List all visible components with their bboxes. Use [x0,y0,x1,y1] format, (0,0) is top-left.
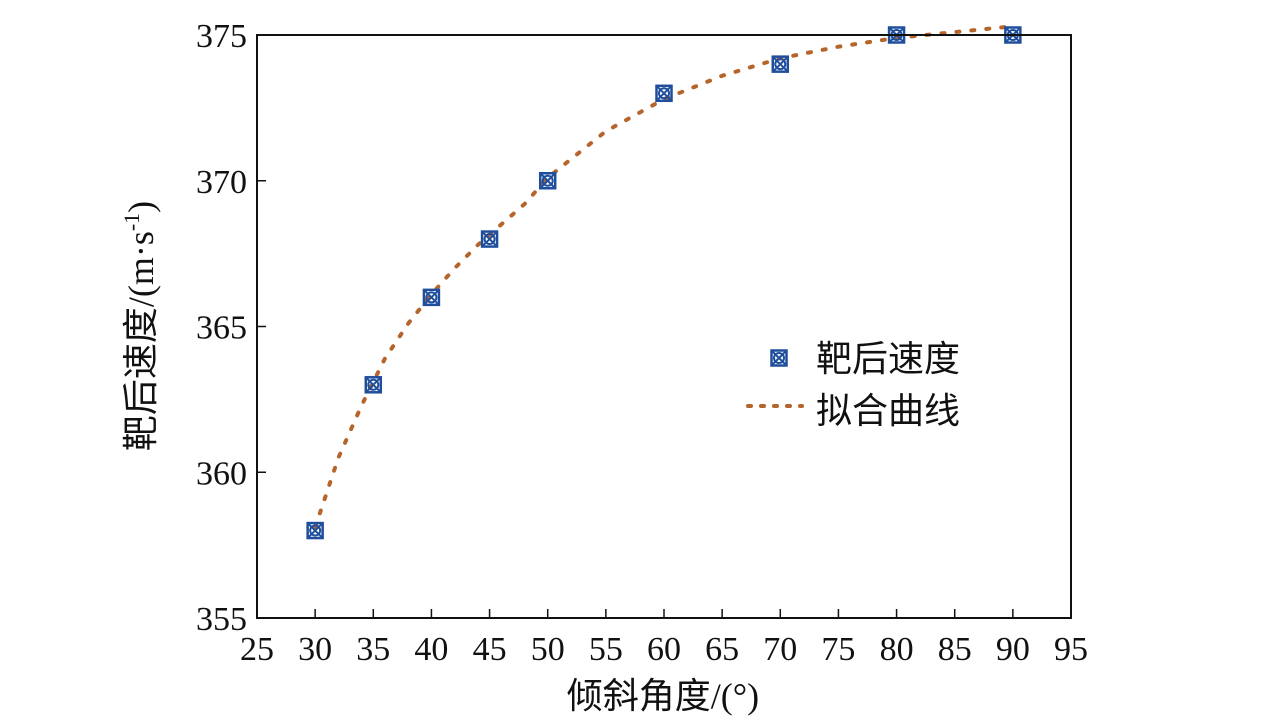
y-tick-label: 370 [196,164,247,201]
x-tick-label: 40 [414,631,448,668]
data-point [770,349,788,367]
legend-label-speed: 靶后速度 [816,339,960,379]
data-point [306,521,324,540]
x-tick-label: 70 [763,631,797,668]
x-tick-label: 65 [705,631,739,668]
x-tick-label: 55 [589,631,623,668]
y-tick-label: 375 [196,18,247,55]
x-tick-label: 45 [473,631,507,668]
x-tick-label: 95 [1054,631,1088,668]
y-axis-label: 靶后速度/(m·s-1) [119,201,161,451]
data-markers [306,26,1022,540]
data-point [422,288,441,307]
legend: 靶后速度 拟合曲线 [746,339,960,431]
x-tick-label: 30 [298,631,332,668]
fit-curve-line [313,24,1015,530]
y-axis-ticks: 355 360 365 370 375 [196,18,266,638]
y-tick-label: 365 [196,310,247,347]
legend-label-fit: 拟合曲线 [816,391,960,431]
data-point [655,84,673,103]
x-axis-label: 倾斜角度/(°) [567,676,759,716]
x-tick-label: 90 [996,631,1030,668]
x-axis-ticks: 25 30 35 40 45 50 55 60 65 70 75 80 85 90 95 [240,609,1088,668]
plot-frame [256,34,1072,619]
y-tick-label: 355 [196,601,247,638]
y-axis-label-close: ) [121,201,161,213]
legend-marker-icon [770,349,788,367]
x-tick-label: 35 [356,631,390,668]
data-point [538,172,557,190]
x-tick-label: 75 [821,631,855,668]
x-tick-label: 80 [880,631,914,668]
data-point [771,55,790,73]
data-point [364,376,383,394]
x-tick-label: 60 [647,631,681,668]
x-tick-label: 50 [531,631,565,668]
y-axis-label-superscript: -1 [119,213,144,231]
fit-curve [313,24,1015,530]
y-tick-label: 360 [196,455,247,492]
x-tick-label: 25 [240,631,274,668]
x-tick-label: 85 [938,631,972,668]
y-axis-label-main: 靶后速度/(m·s [121,231,161,451]
data-point [480,230,499,248]
